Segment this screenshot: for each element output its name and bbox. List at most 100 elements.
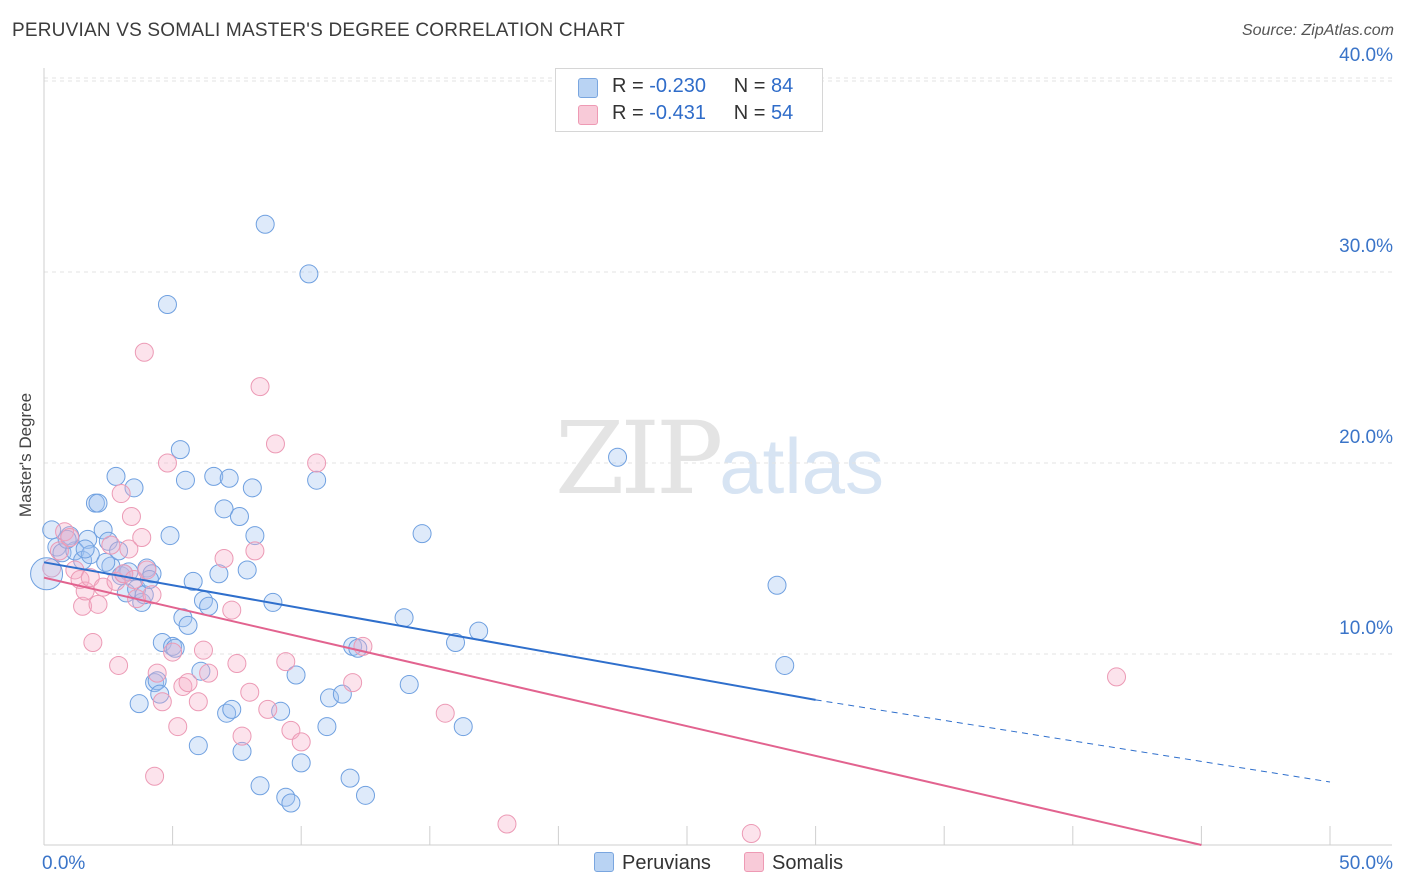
somali-point [142,585,162,605]
source-label: Source: ZipAtlas.com [1241,22,1394,39]
somali-point [265,434,285,454]
peruvian-point [356,785,375,805]
peruvian-point [175,470,195,490]
somali-point [111,484,131,504]
somali-point [157,453,177,473]
peruvian-point [160,526,180,546]
peruvian-point [219,468,239,488]
peruvian-point [317,717,337,737]
chart-title: PERUVIAN VS SOMALI MASTER'S DEGREE CORRE… [12,20,625,41]
peruvian-point [775,655,795,675]
y-tick-label: 10.0% [1339,618,1393,639]
peruvian-point [229,506,249,526]
watermark: ZIPatlas [555,400,884,517]
peruvian-point [96,552,116,572]
series-swatch-peruvians [594,852,614,872]
peruvian-trend-extension [815,699,1331,783]
peruvian-point [307,470,327,490]
legend-n-value: 84 [771,75,794,97]
somali-point [49,541,69,561]
somali-point [121,506,141,526]
peruvian-point [214,499,234,519]
somali-trend-line [43,576,1202,846]
peruvian-point [57,529,77,549]
data-points [30,214,1127,844]
somali-point [168,717,188,737]
x-tick-label-max: 50.0% [1339,853,1393,874]
somali-point [343,673,363,693]
somali-point [119,539,139,559]
watermark-atlas: atlas [719,422,885,510]
peruvian-point [75,539,95,559]
somali-point [178,673,198,693]
somali-point [232,726,252,746]
peruvian-point [178,615,198,635]
somali-point [83,633,103,653]
peruvian-point [88,493,108,513]
legend-swatch-somalis [578,105,598,125]
peruvian-point [299,264,319,284]
somali-point [193,640,213,660]
somali-point [291,732,311,752]
axes [43,68,1392,846]
peruvian-point [30,557,64,591]
peruvian-point [446,633,466,653]
somali-point [80,568,100,588]
somali-point [258,699,278,719]
somali-point [101,535,121,555]
peruvian-point [191,661,211,681]
somali-point [88,594,108,614]
somali-point [214,549,234,568]
peruvian-point [255,214,275,234]
peruvian-point [170,440,190,460]
peruvian-point [152,633,172,653]
watermark-zip: ZIP [555,400,723,517]
peruvian-point [608,447,628,467]
peruvian-point [124,478,144,498]
peruvian-point [412,524,432,544]
somali-point [227,654,247,674]
peruvian-point [276,787,296,807]
series-swatch-somalis [744,852,764,872]
somali-point [245,541,265,561]
peruvian-point [150,684,170,704]
tick-labels: 10.0% 20.0% 30.0% 40.0% 0.0% 50.0% [42,45,1393,874]
somali-point [199,663,219,683]
peruvian-point [209,564,229,584]
somali-point [250,377,270,397]
peruvian-point [157,294,177,314]
legend-n-value: 54 [771,102,794,124]
somali-point [60,527,80,547]
somali-point [134,342,154,362]
legend-n-label: N = [733,75,766,97]
peruvian-point [281,793,301,813]
peruvian-point [237,560,257,580]
somali-point [741,824,761,844]
somali-point [145,766,165,786]
peruvian-point [163,636,183,656]
legend-r-label: R = [612,75,644,97]
x-tick-label-min: 0.0% [42,853,85,874]
somali-point [1107,667,1127,687]
y-tick-label: 30.0% [1339,236,1393,257]
series-label-peruvians: Peruvians [622,852,711,874]
legend-r-label: R = [612,102,644,124]
peruvian-point [106,466,126,486]
peruvian-point [232,741,252,761]
peruvian-point [222,699,242,719]
somali-point [240,682,260,702]
correlation-legend: R = -0.230 N = 84 R = -0.431 N = 54 [555,68,823,132]
somali-point [435,703,455,723]
legend-swatch-peruvians [578,78,598,98]
somali-point [152,692,172,712]
peruvian-point [394,608,414,628]
somali-point [497,814,517,834]
trend-lines [43,561,1331,846]
peruvian-point [286,665,306,685]
somali-point [276,652,296,672]
series-legend-somalis: Somalis [744,852,843,875]
legend-n-label: N = [733,102,766,124]
peruvian-point [250,776,270,796]
peruvian-trend-line [43,561,816,701]
